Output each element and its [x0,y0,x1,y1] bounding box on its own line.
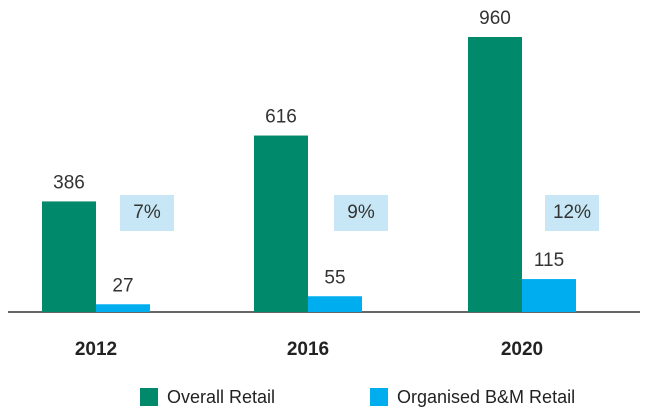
annotation: 7% [133,202,161,223]
annotation: 12% [553,202,591,223]
bar [308,296,362,312]
bar [522,279,576,312]
value-label: 960 [479,8,511,29]
value-label: 616 [265,107,297,128]
value-label: 386 [53,172,85,193]
annotation-box [334,195,388,231]
x-tick-label: 2016 [287,339,329,360]
annotation-box [545,195,599,231]
annotation-box [120,195,174,231]
bar [468,37,522,312]
bar [42,201,96,312]
legend-label: Overall Retail [167,387,275,407]
legend-swatch [370,388,388,406]
value-label: 55 [324,267,345,288]
x-tick-label: 2020 [501,339,543,360]
value-label: 115 [534,250,564,271]
bar [254,135,308,312]
bar [96,304,150,312]
value-label: 27 [112,275,133,296]
x-tick-label: 2012 [75,339,117,360]
legend-label: Organised B&M Retail [397,387,575,407]
annotation: 9% [347,202,375,223]
legend-swatch [140,388,158,406]
